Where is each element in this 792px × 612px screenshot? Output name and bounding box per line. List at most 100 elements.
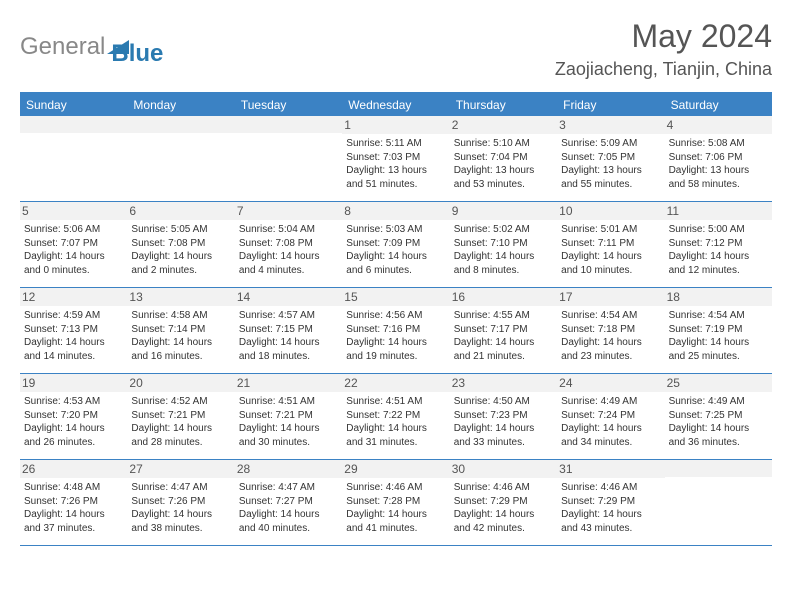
day-cell: 8Sunrise: 5:03 AMSunset: 7:09 PMDaylight… bbox=[342, 202, 449, 288]
day-cell: 3Sunrise: 5:09 AMSunset: 7:05 PMDaylight… bbox=[557, 116, 664, 202]
sunset-line: Sunset: 7:09 PM bbox=[346, 237, 445, 251]
sunset-line: Sunset: 7:20 PM bbox=[24, 409, 123, 423]
sunset-line: Sunset: 7:29 PM bbox=[454, 495, 553, 509]
sunset-line: Sunset: 7:26 PM bbox=[131, 495, 230, 509]
day-cell: 10Sunrise: 5:01 AMSunset: 7:11 PMDayligh… bbox=[557, 202, 664, 288]
sunset-line: Sunset: 7:28 PM bbox=[346, 495, 445, 509]
day-cell: 30Sunrise: 4:46 AMSunset: 7:29 PMDayligh… bbox=[450, 460, 557, 546]
day-cell: 7Sunrise: 5:04 AMSunset: 7:08 PMDaylight… bbox=[235, 202, 342, 288]
brand-part2: Blue bbox=[111, 26, 163, 68]
sunset-line: Sunset: 7:21 PM bbox=[131, 409, 230, 423]
day-number: 25 bbox=[665, 374, 772, 392]
day-number: 29 bbox=[342, 460, 449, 478]
sunrise-line: Sunrise: 4:54 AM bbox=[669, 309, 768, 323]
daylight-line: Daylight: 14 hours and 33 minutes. bbox=[454, 422, 553, 449]
title-block: May 2024 Zaojiacheng, Tianjin, China bbox=[555, 18, 772, 80]
day-cell: 14Sunrise: 4:57 AMSunset: 7:15 PMDayligh… bbox=[235, 288, 342, 374]
daylight-line: Daylight: 14 hours and 14 minutes. bbox=[24, 336, 123, 363]
location: Zaojiacheng, Tianjin, China bbox=[555, 59, 772, 80]
daylight-line: Daylight: 14 hours and 21 minutes. bbox=[454, 336, 553, 363]
sunrise-line: Sunrise: 4:46 AM bbox=[454, 481, 553, 495]
daylight-line: Daylight: 14 hours and 38 minutes. bbox=[131, 508, 230, 535]
day-number: 10 bbox=[557, 202, 664, 220]
day-cell: 9Sunrise: 5:02 AMSunset: 7:10 PMDaylight… bbox=[450, 202, 557, 288]
empty-cell bbox=[20, 116, 127, 202]
day-cell: 24Sunrise: 4:49 AMSunset: 7:24 PMDayligh… bbox=[557, 374, 664, 460]
daylight-line: Daylight: 14 hours and 18 minutes. bbox=[239, 336, 338, 363]
day-number: 21 bbox=[235, 374, 342, 392]
day-cell: 6Sunrise: 5:05 AMSunset: 7:08 PMDaylight… bbox=[127, 202, 234, 288]
sunrise-line: Sunrise: 4:53 AM bbox=[24, 395, 123, 409]
day-number: 1 bbox=[342, 116, 449, 134]
sunrise-line: Sunrise: 4:56 AM bbox=[346, 309, 445, 323]
day-number: 7 bbox=[235, 202, 342, 220]
sunrise-line: Sunrise: 4:47 AM bbox=[239, 481, 338, 495]
sunrise-line: Sunrise: 4:50 AM bbox=[454, 395, 553, 409]
sunrise-line: Sunrise: 4:46 AM bbox=[346, 481, 445, 495]
sunset-line: Sunset: 7:16 PM bbox=[346, 323, 445, 337]
day-cell: 15Sunrise: 4:56 AMSunset: 7:16 PMDayligh… bbox=[342, 288, 449, 374]
sunset-line: Sunset: 7:04 PM bbox=[454, 151, 553, 165]
day-cell: 16Sunrise: 4:55 AMSunset: 7:17 PMDayligh… bbox=[450, 288, 557, 374]
sunset-line: Sunset: 7:27 PM bbox=[239, 495, 338, 509]
day-number: 18 bbox=[665, 288, 772, 306]
day-number: 24 bbox=[557, 374, 664, 392]
brand-part1: General bbox=[20, 33, 105, 61]
sunrise-line: Sunrise: 5:05 AM bbox=[131, 223, 230, 237]
sunset-line: Sunset: 7:07 PM bbox=[24, 237, 123, 251]
sunrise-line: Sunrise: 5:01 AM bbox=[561, 223, 660, 237]
sunset-line: Sunset: 7:26 PM bbox=[24, 495, 123, 509]
day-number: 19 bbox=[20, 374, 127, 392]
daylight-line: Daylight: 14 hours and 0 minutes. bbox=[24, 250, 123, 277]
daylight-line: Daylight: 14 hours and 4 minutes. bbox=[239, 250, 338, 277]
day-number: 6 bbox=[127, 202, 234, 220]
day-number: 23 bbox=[450, 374, 557, 392]
sunrise-line: Sunrise: 5:02 AM bbox=[454, 223, 553, 237]
daylight-line: Daylight: 14 hours and 42 minutes. bbox=[454, 508, 553, 535]
day-number: 4 bbox=[665, 116, 772, 134]
sunset-line: Sunset: 7:17 PM bbox=[454, 323, 553, 337]
day-cell: 23Sunrise: 4:50 AMSunset: 7:23 PMDayligh… bbox=[450, 374, 557, 460]
day-cell: 4Sunrise: 5:08 AMSunset: 7:06 PMDaylight… bbox=[665, 116, 772, 202]
day-cell: 12Sunrise: 4:59 AMSunset: 7:13 PMDayligh… bbox=[20, 288, 127, 374]
sunrise-line: Sunrise: 5:04 AM bbox=[239, 223, 338, 237]
sunrise-line: Sunrise: 5:10 AM bbox=[454, 137, 553, 151]
daylight-line: Daylight: 14 hours and 34 minutes. bbox=[561, 422, 660, 449]
daylight-line: Daylight: 14 hours and 40 minutes. bbox=[239, 508, 338, 535]
daylight-line: Daylight: 14 hours and 41 minutes. bbox=[346, 508, 445, 535]
dow-header: Thursday bbox=[450, 94, 557, 116]
day-number: 28 bbox=[235, 460, 342, 478]
sunset-line: Sunset: 7:14 PM bbox=[131, 323, 230, 337]
daylight-line: Daylight: 14 hours and 25 minutes. bbox=[669, 336, 768, 363]
day-number: 17 bbox=[557, 288, 664, 306]
day-cell: 28 Sunrise: 4:47 AMSunset: 7:27 PMDayligh… bbox=[235, 460, 342, 546]
daylight-line: Daylight: 14 hours and 23 minutes. bbox=[561, 336, 660, 363]
sunrise-line: Sunrise: 4:52 AM bbox=[131, 395, 230, 409]
sunrise-line: Sunrise: 5:09 AM bbox=[561, 137, 660, 151]
dow-header: Sunday bbox=[20, 94, 127, 116]
day-number: 8 bbox=[342, 202, 449, 220]
day-number: 14 bbox=[235, 288, 342, 306]
day-cell: 20Sunrise: 4:52 AMSunset: 7:21 PMDayligh… bbox=[127, 374, 234, 460]
sunrise-line: Sunrise: 5:08 AM bbox=[669, 137, 768, 151]
daylight-line: Daylight: 14 hours and 8 minutes. bbox=[454, 250, 553, 277]
daylight-line: Daylight: 13 hours and 58 minutes. bbox=[669, 164, 768, 191]
day-number: 22 bbox=[342, 374, 449, 392]
sunset-line: Sunset: 7:10 PM bbox=[454, 237, 553, 251]
sunset-line: Sunset: 7:12 PM bbox=[669, 237, 768, 251]
day-number: 15 bbox=[342, 288, 449, 306]
day-cell: 17Sunrise: 4:54 AMSunset: 7:18 PMDayligh… bbox=[557, 288, 664, 374]
sunrise-line: Sunrise: 4:46 AM bbox=[561, 481, 660, 495]
daylight-line: Daylight: 14 hours and 26 minutes. bbox=[24, 422, 123, 449]
day-number: 20 bbox=[127, 374, 234, 392]
dow-header: Friday bbox=[557, 94, 664, 116]
day-cell: 31Sunrise: 4:46 AMSunset: 7:29 PMDayligh… bbox=[557, 460, 664, 546]
sunset-line: Sunset: 7:22 PM bbox=[346, 409, 445, 423]
sunset-line: Sunset: 7:13 PM bbox=[24, 323, 123, 337]
day-cell: 27Sunrise: 4:47 AMSunset: 7:26 PMDayligh… bbox=[127, 460, 234, 546]
daylight-line: Daylight: 14 hours and 12 minutes. bbox=[669, 250, 768, 277]
day-number: 5 bbox=[20, 202, 127, 220]
sunset-line: Sunset: 7:24 PM bbox=[561, 409, 660, 423]
sunrise-line: Sunrise: 4:55 AM bbox=[454, 309, 553, 323]
daylight-line: Daylight: 14 hours and 30 minutes. bbox=[239, 422, 338, 449]
